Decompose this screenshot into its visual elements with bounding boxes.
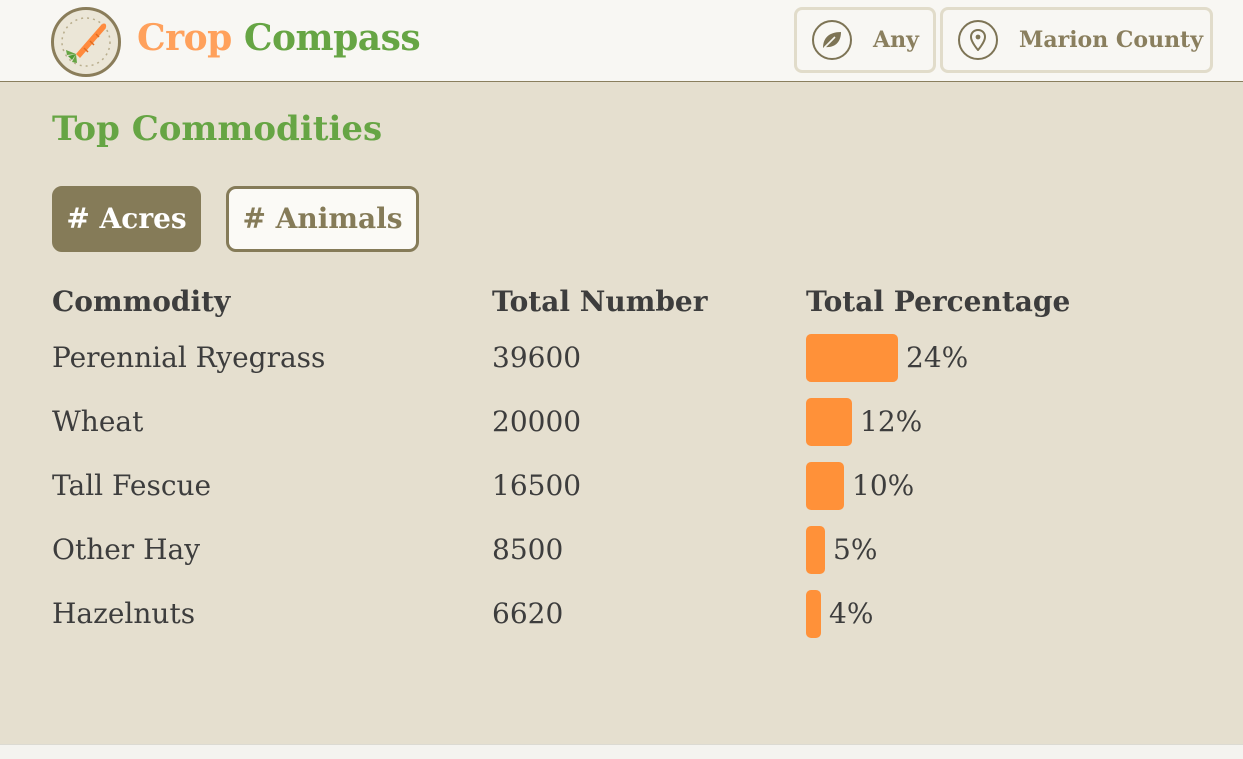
leaf-icon [809,20,855,60]
percentage-label: 4% [829,597,874,630]
column-header-commodity[interactable]: Commodity [52,285,231,318]
location-filter-label: Marion County [1019,27,1204,53]
column-header-total-number[interactable]: Total Number [492,285,708,318]
carrot-compass-icon[interactable] [51,7,121,77]
tab-acres[interactable]: # Acres [52,186,201,252]
column-header-total-percentage[interactable]: Total Percentage [806,285,1071,318]
commodity-total: 20000 [492,405,582,438]
location-filter-button[interactable]: Marion County [940,7,1213,73]
brand-name-compass: Compass [243,17,421,59]
commodity-name: Other Hay [52,533,201,566]
commodity-total: 8500 [492,533,564,566]
brand-name[interactable]: Crop Compass [137,14,421,62]
percentage-bar [806,590,821,638]
percentage-label: 10% [852,469,915,502]
top-commodities-panel: Top Commodities # Acres # Animals Commod… [0,82,1243,744]
percentage-bar [806,462,844,510]
percentage-label: 24% [906,341,969,374]
percentage-label: 5% [833,533,878,566]
commodity-type-filter-label: Any [873,27,919,53]
tab-animals[interactable]: # Animals [226,186,419,252]
commodity-total: 6620 [492,597,564,630]
commodity-name: Hazelnuts [52,597,196,630]
percentage-label: 12% [860,405,923,438]
brand-name-crop: Crop [137,17,232,59]
percentage-bar [806,526,825,574]
commodity-name: Perennial Ryegrass [52,341,326,374]
percentage-bar [806,334,898,382]
commodity-total: 39600 [492,341,582,374]
commodity-name: Tall Fescue [52,469,212,502]
map-pin-icon [955,20,1001,60]
top-header: Crop Compass Any Marion County [0,0,1243,82]
commodity-name: Wheat [52,405,144,438]
percentage-bar [806,398,852,446]
commodity-type-filter-button[interactable]: Any [794,7,936,73]
commodity-total: 16500 [492,469,582,502]
section-title: Top Commodities [52,109,383,149]
footer-strip [0,744,1243,759]
